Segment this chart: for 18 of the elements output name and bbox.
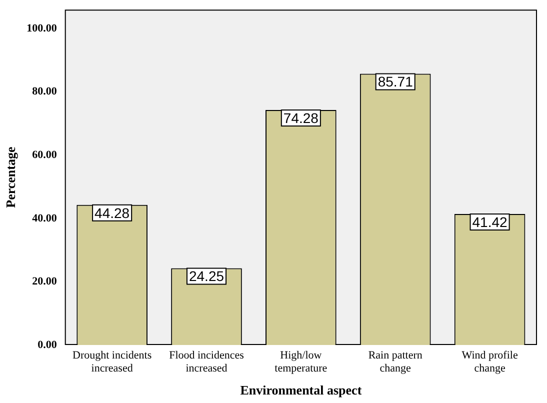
y-tick-label: 0.00 (38, 338, 58, 351)
data-label: 74.28 (283, 110, 319, 126)
y-tick-label: 80.00 (32, 86, 58, 98)
y-tick-label: 100.00 (26, 22, 58, 34)
data-label: 41.42 (472, 214, 508, 230)
x-tick-label: Wind profile change (462, 349, 518, 375)
x-axis-title: Environmental aspect (240, 382, 362, 398)
x-tick-label: High/low temperature (274, 349, 328, 375)
x-tick-label: Rain pattern change (368, 349, 423, 375)
y-tick-label: 40.00 (32, 212, 58, 224)
data-label: 44.28 (94, 204, 130, 221)
x-tick-label: Flood incidences increased (169, 349, 244, 375)
data-label: 24.25 (188, 268, 224, 284)
y-tick-label: 20.00 (32, 276, 58, 288)
y-tick-label: 60.00 (32, 148, 58, 161)
y-axis-title: Percentage (3, 146, 18, 208)
x-tick-label: Drought incidents increased (72, 349, 152, 375)
data-label: 85.71 (378, 74, 414, 90)
